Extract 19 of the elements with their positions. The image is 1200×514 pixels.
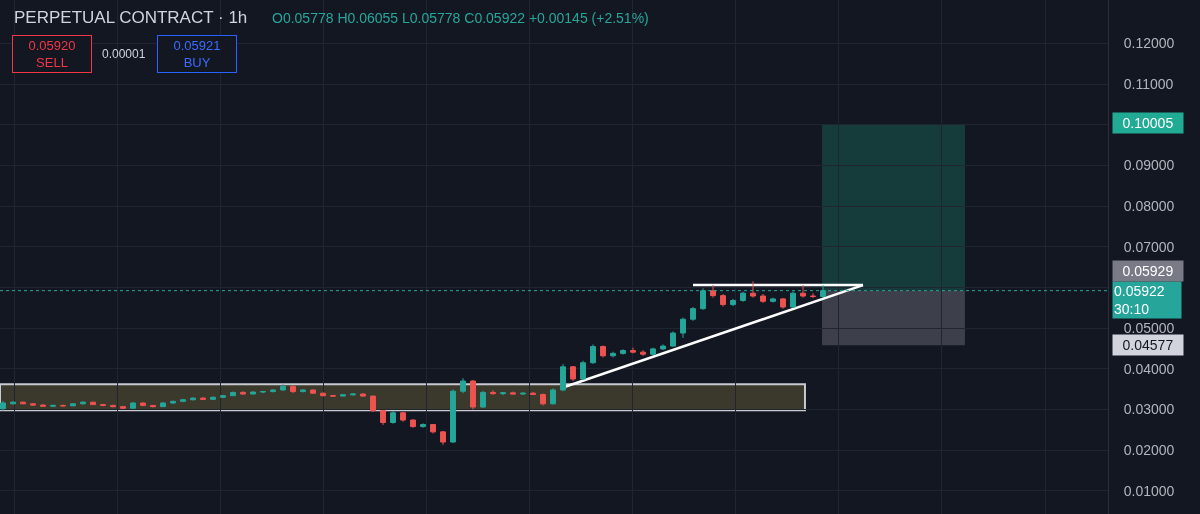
annotation: 0.00001 xyxy=(102,47,146,61)
y-tick-label: 0.03000 xyxy=(1123,401,1175,418)
y-tick-label: 0.12000 xyxy=(1123,35,1175,52)
annotation: 0.05920 SELL xyxy=(28,38,76,70)
y-tick-label: 0.01000 xyxy=(1123,482,1175,499)
y-tick-label: 0.09000 xyxy=(1123,157,1175,174)
text: O0.05778 H0.06055 L0.05778 C0.05922 +0.00145 (+2.51%) xyxy=(272,10,649,26)
text: 0.10005 xyxy=(1122,115,1174,131)
y-tick-label: 0.05000 xyxy=(1123,320,1175,337)
y-tick-label: 0.11000 xyxy=(1123,76,1174,93)
text: 0.05929 xyxy=(1122,263,1174,279)
ref-line-label: 0.05922 30:10 xyxy=(1114,283,1165,318)
y-tick-label: 0.08000 xyxy=(1123,198,1175,215)
text: 0.04577 xyxy=(1122,337,1174,353)
annotation: 0.05921 BUY xyxy=(173,38,221,70)
y-tick-label: 0.02000 xyxy=(1123,442,1175,459)
text: PERPETUAL CONTRACT · 1h xyxy=(14,8,248,27)
y-tick-label: 0.04000 xyxy=(1123,360,1175,377)
y-tick-label: 0.07000 xyxy=(1123,238,1175,255)
